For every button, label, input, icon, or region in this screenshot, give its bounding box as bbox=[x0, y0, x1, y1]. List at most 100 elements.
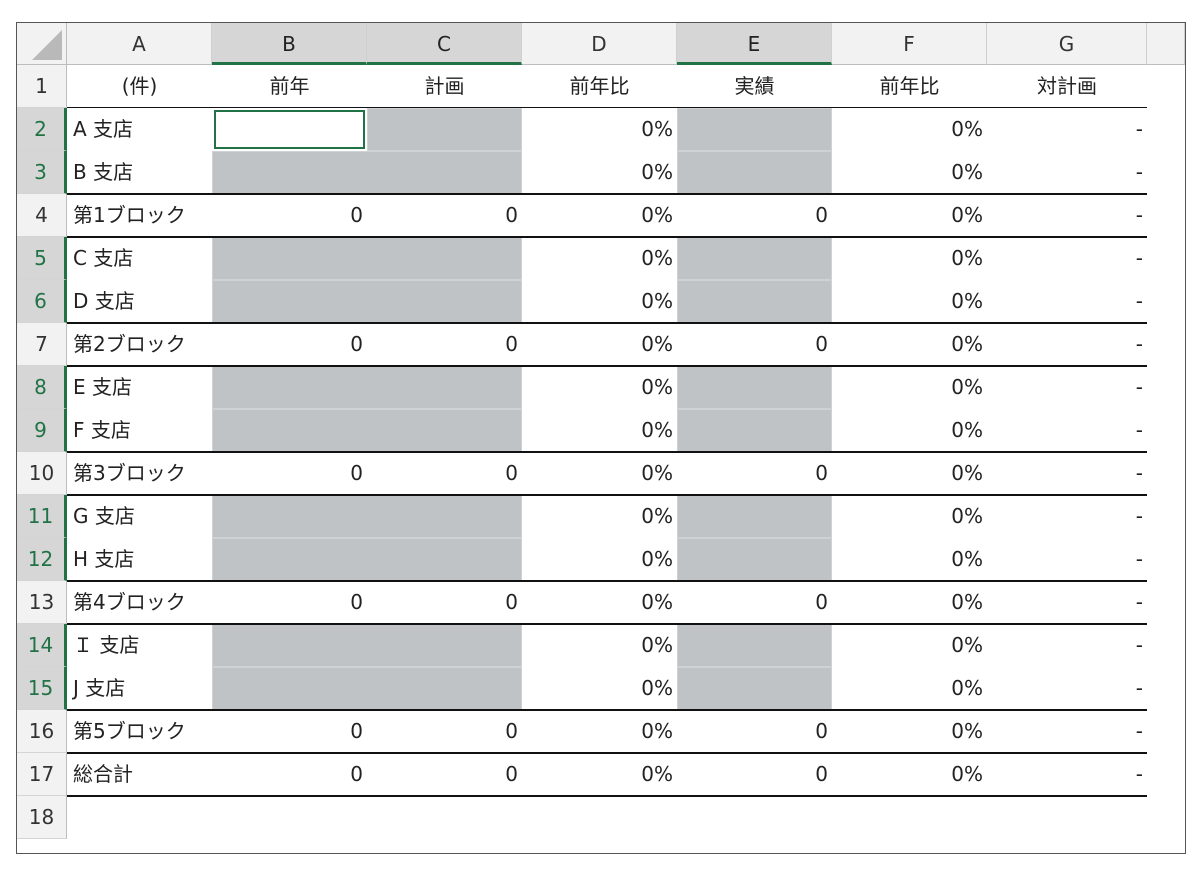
cell-f9[interactable]: 0% bbox=[951, 418, 983, 442]
input-range-bc9[interactable] bbox=[212, 409, 522, 452]
header-cell-a[interactable]: (件) bbox=[121, 74, 158, 98]
column-header-e[interactable]: E bbox=[677, 23, 832, 65]
cell-d11[interactable]: 0% bbox=[641, 504, 673, 528]
cell-f16[interactable]: 0% bbox=[951, 719, 983, 743]
cell-b5[interactable] bbox=[212, 237, 367, 280]
cell-g4[interactable]: - bbox=[1135, 203, 1143, 227]
cell-e4[interactable]: 0 bbox=[815, 203, 828, 227]
row-header-1[interactable]: 1 bbox=[17, 65, 67, 108]
row-header-8[interactable]: 8 bbox=[17, 366, 67, 409]
row-header-10[interactable]: 10 bbox=[17, 452, 67, 495]
cell-b15[interactable] bbox=[212, 667, 367, 710]
cell-a16[interactable]: 第5ブロック bbox=[73, 719, 186, 743]
cell-c9[interactable] bbox=[367, 409, 522, 452]
cell-d4[interactable]: 0% bbox=[641, 203, 673, 227]
cell-b11[interactable] bbox=[212, 495, 367, 538]
cell-c3[interactable] bbox=[367, 151, 522, 194]
cell-d2[interactable]: 0% bbox=[641, 117, 673, 141]
cell-f5[interactable]: 0% bbox=[951, 246, 983, 270]
cell-e8[interactable] bbox=[677, 366, 832, 409]
cell-f10[interactable]: 0% bbox=[951, 461, 983, 485]
header-cell-f[interactable]: 前年比 bbox=[879, 74, 940, 98]
cell-g7[interactable]: - bbox=[1135, 332, 1143, 356]
input-cell-e6[interactable] bbox=[677, 280, 832, 323]
cell-b14[interactable] bbox=[212, 624, 367, 667]
cell-g12[interactable]: - bbox=[1135, 547, 1143, 571]
cell-d5[interactable]: 0% bbox=[641, 246, 673, 270]
cell-a12[interactable]: H 支店 bbox=[73, 547, 135, 571]
cell-d17[interactable]: 0% bbox=[641, 762, 673, 786]
cell-a5[interactable]: C 支店 bbox=[73, 246, 134, 270]
cell-e3[interactable] bbox=[677, 151, 832, 194]
cell-a14[interactable]: Ｉ 支店 bbox=[73, 633, 140, 657]
cell-c7[interactable]: 0 bbox=[505, 332, 518, 356]
header-cell-c[interactable]: 計画 bbox=[424, 74, 465, 98]
cell-e16[interactable]: 0 bbox=[815, 719, 828, 743]
cell-g8[interactable]: - bbox=[1135, 375, 1143, 399]
cell-f14[interactable]: 0% bbox=[951, 633, 983, 657]
cell-a8[interactable]: E 支店 bbox=[73, 375, 132, 399]
header-cell-e[interactable]: 実績 bbox=[734, 74, 775, 98]
input-range-bc6[interactable] bbox=[212, 280, 522, 323]
row-header-17[interactable]: 17 bbox=[17, 753, 67, 796]
cell-b6[interactable] bbox=[212, 280, 367, 323]
cell-c17[interactable]: 0 bbox=[505, 762, 518, 786]
cell-c2[interactable] bbox=[367, 108, 522, 151]
row-header-14[interactable]: 14 bbox=[17, 624, 67, 667]
column-header-c[interactable]: C bbox=[367, 23, 522, 65]
cell-c11[interactable] bbox=[367, 495, 522, 538]
cell-d15[interactable]: 0% bbox=[641, 676, 673, 700]
cell-g15[interactable]: - bbox=[1135, 676, 1143, 700]
cell-c5[interactable] bbox=[367, 237, 522, 280]
column-header-a[interactable]: A bbox=[67, 23, 212, 65]
cell-d13[interactable]: 0% bbox=[641, 590, 673, 614]
cell-g17[interactable]: - bbox=[1135, 762, 1143, 786]
cell-a2[interactable]: A 支店 bbox=[73, 117, 134, 141]
cell-c14[interactable] bbox=[367, 624, 522, 667]
cell-g11[interactable]: - bbox=[1135, 504, 1143, 528]
cell-b3[interactable] bbox=[212, 151, 367, 194]
cell-f13[interactable]: 0% bbox=[951, 590, 983, 614]
cell-f15[interactable]: 0% bbox=[951, 676, 983, 700]
cell-f4[interactable]: 0% bbox=[951, 203, 983, 227]
row-header-4[interactable]: 4 bbox=[17, 194, 67, 237]
cell-e2[interactable] bbox=[677, 108, 832, 151]
row-header-16[interactable]: 16 bbox=[17, 710, 67, 753]
cell-b12[interactable] bbox=[212, 538, 367, 581]
cell-d3[interactable]: 0% bbox=[641, 160, 673, 184]
input-range-bc3[interactable] bbox=[212, 151, 522, 194]
cell-c15[interactable] bbox=[367, 667, 522, 710]
cell-a4[interactable]: 第1ブロック bbox=[73, 203, 186, 227]
cell-e12[interactable] bbox=[677, 538, 832, 581]
cell-e17[interactable]: 0 bbox=[815, 762, 828, 786]
row-header-3[interactable]: 3 bbox=[17, 151, 67, 194]
input-cell-c2[interactable] bbox=[367, 108, 522, 151]
column-header-g[interactable]: G bbox=[987, 23, 1147, 65]
cell-g9[interactable]: - bbox=[1135, 418, 1143, 442]
cell-g16[interactable]: - bbox=[1135, 719, 1143, 743]
cell-g5[interactable]: - bbox=[1135, 246, 1143, 270]
header-cell-d[interactable]: 前年比 bbox=[569, 74, 630, 98]
row-header-11[interactable]: 11 bbox=[17, 495, 67, 538]
cell-a13[interactable]: 第4ブロック bbox=[73, 590, 186, 614]
cell-e7[interactable]: 0 bbox=[815, 332, 828, 356]
input-cell-e14[interactable] bbox=[677, 624, 832, 667]
cell-d16[interactable]: 0% bbox=[641, 719, 673, 743]
row-header-9[interactable]: 9 bbox=[17, 409, 67, 452]
select-all-corner[interactable] bbox=[17, 23, 67, 65]
cell-d14[interactable]: 0% bbox=[641, 633, 673, 657]
cell-a6[interactable]: D 支店 bbox=[73, 289, 135, 313]
cell-f17[interactable]: 0% bbox=[951, 762, 983, 786]
cell-d8[interactable]: 0% bbox=[641, 375, 673, 399]
column-header-b[interactable]: B bbox=[212, 23, 367, 65]
row-header-5[interactable]: 5 bbox=[17, 237, 67, 280]
row-header-6[interactable]: 6 bbox=[17, 280, 67, 323]
cell-c6[interactable] bbox=[367, 280, 522, 323]
cell-e9[interactable] bbox=[677, 409, 832, 452]
cell-f7[interactable]: 0% bbox=[951, 332, 983, 356]
row-header-15[interactable]: 15 bbox=[17, 667, 67, 710]
cell-a15[interactable]: J 支店 bbox=[73, 676, 126, 700]
cell-b16[interactable]: 0 bbox=[350, 719, 363, 743]
input-range-bc11[interactable] bbox=[212, 495, 522, 538]
cell-f2[interactable]: 0% bbox=[951, 117, 983, 141]
